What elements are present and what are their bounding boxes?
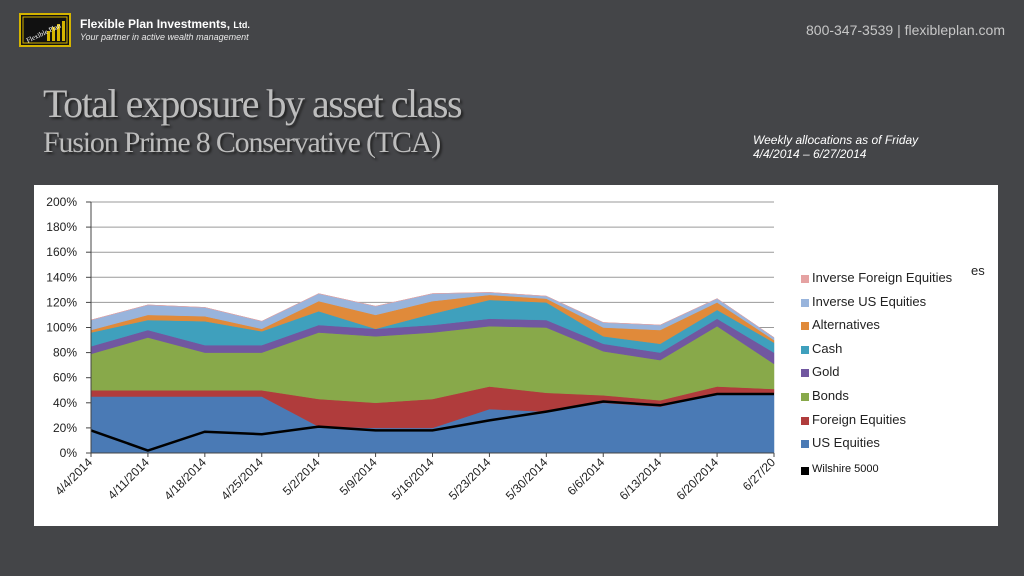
y-tick-label: 0% xyxy=(60,446,78,460)
legend-item: Foreign Equities xyxy=(801,411,991,435)
x-tick-label: 6/13/2014 xyxy=(617,455,665,503)
legend-swatch xyxy=(801,322,809,331)
legend-label: Alternatives xyxy=(812,317,880,333)
allocation-note: Weekly allocations as of Friday 4/4/2014… xyxy=(753,133,918,161)
logo-graphic: Flexible Plan xyxy=(22,16,68,45)
y-tick-label: 140% xyxy=(46,270,77,284)
legend-label: Foreign Equities xyxy=(812,411,906,427)
legend-label: Gold xyxy=(812,364,840,380)
legend-label: Inverse US Equities xyxy=(812,293,927,309)
company-tagline: Your partner in active wealth management xyxy=(80,32,249,42)
area-inverse-foreign-equities xyxy=(90,292,775,338)
y-tick-label: 40% xyxy=(53,396,77,410)
legend-item: Bonds xyxy=(801,387,991,411)
legend-item-line: Wilshire 5000 xyxy=(801,462,991,482)
slide-title: Total exposure by asset class xyxy=(43,81,463,126)
legend-stray-text: es xyxy=(971,263,985,278)
legend-item: Inverse Foreign Equities xyxy=(801,269,991,293)
legend-item: Alternatives xyxy=(801,316,991,340)
logo-text: Flexible Plan xyxy=(25,22,62,45)
legend-swatch xyxy=(801,392,809,401)
chart-panel: 0% 20% 40% 60% 80% 100% 120% 140% 160% 180% 200% 4/… xyxy=(34,185,998,526)
x-tick-label: 5/16/2014 xyxy=(389,455,437,503)
x-tick-label: 4/4/2014 xyxy=(52,455,95,498)
legend-swatch xyxy=(801,440,809,449)
line-wilshire-5000 xyxy=(90,392,774,452)
chart-line xyxy=(90,392,774,452)
x-tick-label: 6/27/20 xyxy=(740,455,778,493)
y-tick-label: 120% xyxy=(46,295,77,309)
legend-swatch xyxy=(801,466,809,475)
legend-item: Inverse US Equities xyxy=(801,293,991,317)
legend-swatch xyxy=(801,369,809,378)
exposure-chart: 0% 20% 40% 60% 80% 100% 120% 140% 160% 180% 200% 4/… xyxy=(46,195,778,503)
y-tick-label: 200% xyxy=(46,195,77,209)
note-line-2: 4/4/2014 – 6/27/2014 xyxy=(753,147,867,161)
x-tick-label: 5/23/2014 xyxy=(446,455,494,503)
x-tick-label: 6/20/2014 xyxy=(674,455,722,503)
legend-item: Gold xyxy=(801,363,991,387)
y-tick-label: 80% xyxy=(53,346,77,360)
company-name: Flexible Plan Investments, Ltd. xyxy=(80,17,250,31)
y-tick-label: 20% xyxy=(53,421,77,435)
legend-item: Cash xyxy=(801,340,991,364)
legend-swatch xyxy=(801,298,809,307)
x-tick-label: 5/30/2014 xyxy=(503,455,551,503)
x-tick-label: 4/18/2014 xyxy=(161,455,209,503)
x-tick-label: 6/6/2014 xyxy=(564,455,607,498)
slide-subtitle: Fusion Prime 8 Conservative (TCA) xyxy=(43,126,441,159)
legend-swatch xyxy=(801,275,809,283)
note-line-1: Weekly allocations as of Friday xyxy=(753,133,919,147)
legend-label: Inverse Foreign Equities xyxy=(812,270,953,285)
legend-label: Cash xyxy=(812,340,843,356)
legend-item: US Equities xyxy=(801,434,991,458)
y-tick-label: 180% xyxy=(46,220,77,234)
company-name-text: Flexible Plan Investments, xyxy=(80,17,231,31)
x-tick-label: 5/9/2014 xyxy=(337,455,380,498)
y-tick-label: 60% xyxy=(53,371,77,385)
x-tick-label: 4/11/2014 xyxy=(105,455,152,502)
legend-swatch xyxy=(801,345,809,354)
company-logo: Flexible Plan xyxy=(19,13,71,47)
y-tick-label: 160% xyxy=(46,245,77,259)
legend-label: Wilshire 5000 xyxy=(812,462,879,475)
legend-label: US Equities xyxy=(812,435,880,451)
chart-areas xyxy=(90,292,775,454)
y-tick-label: 100% xyxy=(46,321,77,335)
chart-legend: Inverse Foreign Equities Inverse US Equit… xyxy=(801,269,991,482)
x-tick-label: 5/2/2014 xyxy=(280,455,323,498)
legend-label: Bonds xyxy=(812,387,849,403)
contact-info: 800-347-3539 | flexibleplan.com xyxy=(806,22,1005,38)
legend-swatch xyxy=(801,416,809,425)
x-tick-label: 4/25/2014 xyxy=(218,455,266,503)
company-suffix: Ltd. xyxy=(233,20,250,30)
